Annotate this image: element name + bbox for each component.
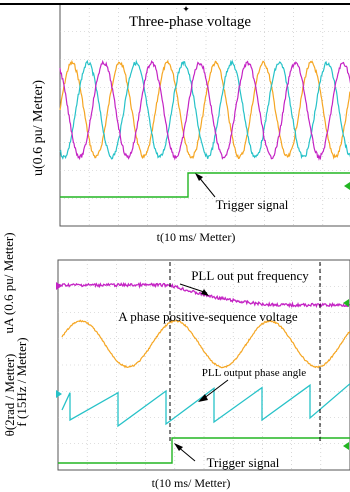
bottom-grid (58, 260, 350, 470)
bottom-trigger-arrowhead-icon (174, 443, 183, 451)
bottom-panel: θ(2rad / Metter) f (15Hz / Metter) uA (0… (1, 232, 350, 490)
annotation-pll-frequency: PLL out put frequency (191, 268, 309, 283)
phase-b-voltage-line (59, 59, 350, 160)
bottom-level-marker-icon (343, 299, 349, 307)
top-grid (60, 4, 350, 226)
top-title: Three-phase voltage (129, 14, 251, 30)
top-trigger-label: Trigger signal (216, 197, 289, 212)
phase-c-voltage-line (59, 59, 350, 161)
annotation-pll-frequency-arrowhead-icon (201, 289, 209, 296)
bottom-trigger-signal-line (58, 437, 350, 464)
bottom-freq-level-marker-icon (56, 282, 62, 290)
annotation-pll-angle-arrowhead-icon (198, 394, 208, 402)
bottom-xlabel: t(10 ms/ Metter) (152, 476, 231, 490)
top-trigger-signal-line (60, 172, 350, 198)
top-ylabel: u(0.6 pu/ Metter) (31, 80, 46, 176)
pll-frequency-line (57, 281, 350, 309)
bottom-ylabel-u: uA (0.6 pu/ Metter) (1, 232, 16, 333)
top-trigger-level-marker-icon (344, 182, 350, 190)
top-trigger-arrow (197, 175, 216, 198)
annotation-pll-angle: PLL output phase angle (202, 367, 306, 379)
annotation-pll-angle-arrow (202, 379, 229, 400)
top-trigger-arrowhead-icon (195, 173, 203, 181)
pll-phase-angle-line (61, 383, 350, 428)
annotation-positive-sequence: A phase positive-sequence voltage (118, 309, 298, 324)
bottom-ylabel-f: f (15Hz / Metter) (14, 337, 29, 426)
bottom-ylabel-theta: θ(2rad / Metter) (2, 354, 17, 437)
bottom-angle-level-marker-icon (56, 390, 62, 398)
bottom-trigger-level-marker-icon (343, 442, 349, 450)
top-xlabel: t(10 ms/ Metter) (157, 230, 236, 244)
top-trigger-marker-icon: ✦ (182, 4, 190, 14)
positive-sequence-voltage-line (61, 319, 350, 369)
top-panel: ✦ Three-phase voltage u(0.6 pu/ Metter) … (0, 3, 350, 244)
bottom-curves (57, 281, 350, 464)
top-curves (59, 59, 350, 198)
bottom-trigger-label: Trigger signal (207, 455, 280, 470)
